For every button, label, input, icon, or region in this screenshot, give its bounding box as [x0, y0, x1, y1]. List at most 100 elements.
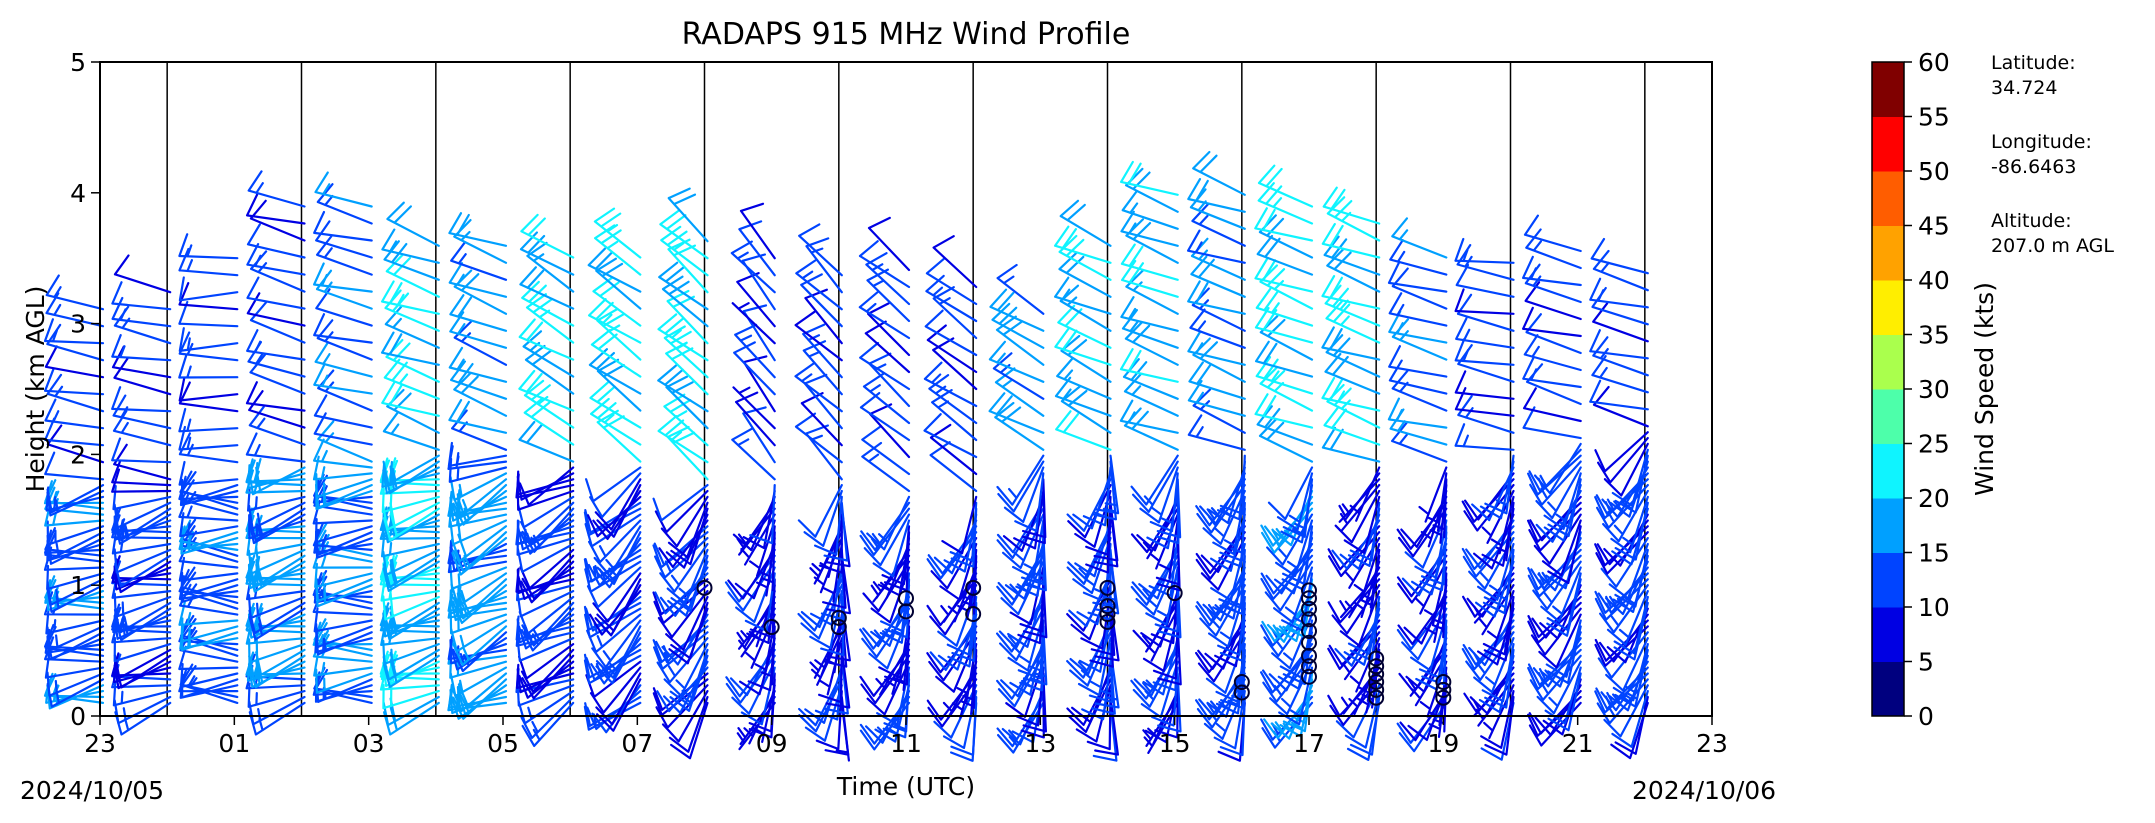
wind-barb	[1349, 637, 1381, 693]
wind-barb	[988, 392, 1045, 434]
wind-barb	[1187, 330, 1246, 366]
wind-barb	[1344, 690, 1381, 749]
wind-barb	[731, 427, 776, 481]
wind-barb	[1217, 595, 1246, 656]
x-tick-label: 09	[756, 729, 788, 758]
calm-circle	[1099, 598, 1116, 615]
wind-barb	[1484, 695, 1515, 756]
wind-barb	[1071, 666, 1112, 724]
wind-barb	[1218, 548, 1246, 609]
wind-barb	[1547, 672, 1582, 732]
wind-barb	[1477, 542, 1515, 601]
wind-barb	[1525, 228, 1582, 270]
wind-barb	[180, 571, 239, 597]
wind-barb	[1533, 442, 1582, 495]
wind-barb	[823, 542, 843, 603]
wind-barb	[1388, 345, 1448, 378]
y-tick-label: 5	[70, 48, 86, 77]
wind-barb	[735, 566, 776, 623]
wind-barb	[1484, 454, 1515, 515]
wind-barb	[381, 280, 440, 315]
x-tick-label: 19	[1427, 729, 1459, 758]
wind-barb	[660, 495, 709, 548]
wind-barb	[1275, 519, 1314, 577]
wind-barb	[1495, 501, 1515, 562]
wind-barb	[950, 695, 978, 756]
wind-barb	[657, 590, 709, 639]
wind-barb	[1159, 519, 1179, 579]
x-tick-label: 03	[353, 729, 385, 758]
wind-barb	[1120, 296, 1179, 332]
x-tick-label: 13	[1024, 729, 1056, 758]
wind-barb	[1254, 257, 1314, 293]
wind-barb	[867, 302, 911, 357]
wind-barb	[1013, 489, 1045, 550]
wind-barb	[1391, 217, 1448, 259]
wind-barb	[1524, 281, 1582, 321]
wind-barb	[663, 643, 709, 697]
wind-barb	[1590, 237, 1649, 275]
wind-barb	[1545, 619, 1582, 678]
wind-barb	[1087, 560, 1112, 621]
wind-barb	[760, 531, 776, 592]
wind-barb	[113, 254, 172, 294]
wind-barb	[1321, 275, 1381, 310]
wind-barb	[997, 654, 1045, 708]
wind-barb	[1454, 387, 1515, 417]
colorbar-tick-label: 35	[1918, 321, 1950, 350]
wind-barb	[314, 341, 373, 378]
wind-barb	[730, 240, 776, 294]
wind-barb	[803, 489, 843, 547]
wind-barb	[518, 369, 575, 412]
wind-barb	[861, 425, 911, 476]
calm-circle	[1301, 622, 1317, 639]
wind-barb	[449, 564, 508, 590]
wind-barb	[590, 329, 642, 378]
wind-barb	[516, 472, 575, 501]
wind-barb	[313, 313, 373, 344]
colorbar-segment	[1872, 443, 1904, 499]
wind-barb	[1325, 300, 1381, 344]
wind-barb	[1614, 695, 1649, 755]
wind-barb	[1149, 513, 1179, 570]
wind-barb	[1486, 590, 1515, 648]
wind-barb	[590, 397, 642, 446]
calm-circle	[965, 605, 982, 622]
wind-barb	[178, 432, 239, 464]
latitude-label: Latitude:	[1991, 52, 2076, 74]
wind-barb	[1387, 261, 1448, 293]
wind-barb	[665, 595, 709, 651]
wind-barb	[315, 668, 373, 694]
wind-barb	[1003, 466, 1045, 523]
wind-barb	[1255, 340, 1314, 378]
x-tick-label: 21	[1562, 729, 1594, 758]
wind-barb	[798, 223, 843, 277]
wind-barb	[1523, 334, 1582, 372]
wind-barb	[1219, 454, 1246, 515]
wind-barb	[178, 276, 239, 302]
wind-barb	[1130, 454, 1179, 506]
wind-barb	[1254, 393, 1314, 429]
y-tick-label: 3	[70, 310, 86, 339]
wind-barb	[923, 413, 978, 459]
wind-barb	[861, 441, 911, 493]
wind-barb	[313, 438, 373, 469]
wind-barb	[858, 240, 911, 289]
wind-barb	[795, 259, 843, 311]
calm-circle	[1301, 582, 1317, 599]
wind-barb	[449, 311, 508, 349]
wind-barb	[1540, 566, 1582, 623]
wind-barb	[521, 507, 575, 553]
wind-barb	[884, 625, 911, 686]
wind-barb	[1156, 478, 1182, 539]
wind-barb	[520, 213, 575, 259]
wind-barbs	[43, 150, 1649, 762]
wind-barb	[1389, 239, 1448, 276]
wind-barb	[1210, 513, 1246, 572]
wind-barb	[1538, 613, 1582, 669]
wind-barb	[929, 441, 978, 493]
wind-barb	[596, 307, 642, 361]
wind-barb	[1454, 370, 1515, 400]
wind-barb	[1349, 466, 1381, 522]
wind-barb	[596, 578, 642, 632]
